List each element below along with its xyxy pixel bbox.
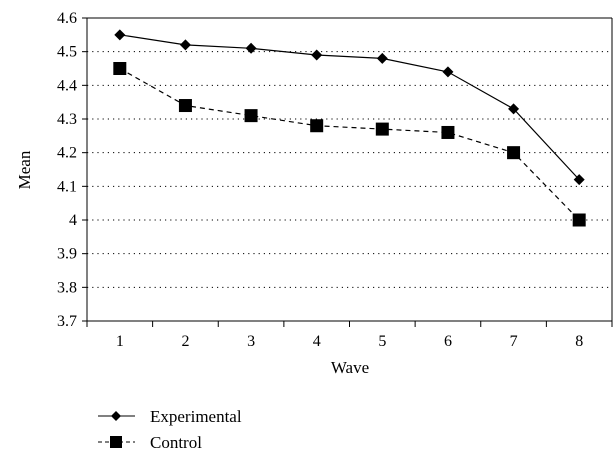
x-tick-label: 6 xyxy=(444,333,452,350)
data-point-control xyxy=(507,146,521,160)
y-ticks: 3.7 3.8 3.9 4 4.1 4.2 4.3 4.4 4.5 4.6 xyxy=(57,10,87,330)
x-tick-label: 8 xyxy=(575,333,583,350)
grid xyxy=(87,51,612,288)
series-control xyxy=(113,62,586,227)
legend-marker-square xyxy=(110,436,122,448)
data-point-control xyxy=(178,99,192,113)
axes xyxy=(86,17,613,322)
x-ticks: 1 2 3 4 5 6 7 8 xyxy=(86,321,613,350)
legend-marker-diamond xyxy=(111,411,121,421)
y-tick-label: 3.8 xyxy=(57,279,77,296)
data-point-experimental xyxy=(573,174,585,186)
y-tick-label: 3.7 xyxy=(57,313,77,330)
data-point-control xyxy=(441,125,455,139)
y-tick-label: 4.2 xyxy=(57,145,77,162)
legend: Experimental Control xyxy=(98,407,242,452)
x-tick-label: 2 xyxy=(181,333,189,350)
y-axis-title: Mean xyxy=(15,150,34,189)
x-tick-label: 5 xyxy=(378,333,386,350)
y-tick-label: 4.5 xyxy=(57,44,77,61)
data-point-experimental xyxy=(114,29,126,41)
data-point-experimental xyxy=(245,42,257,54)
data-point-control xyxy=(244,109,258,123)
y-tick-label: 4.4 xyxy=(57,77,77,94)
data-point-control xyxy=(572,213,586,227)
x-axis-title: Wave xyxy=(331,358,369,377)
series-line-experimental xyxy=(119,34,580,181)
x-tick-label: 1 xyxy=(116,333,124,350)
x-tick-label: 4 xyxy=(313,333,321,350)
data-point-control xyxy=(113,62,127,75)
y-tick-label: 4.1 xyxy=(57,178,77,195)
x-tick-label: 3 xyxy=(247,333,255,350)
data-point-control xyxy=(375,122,389,136)
legend-item-control: Control xyxy=(98,433,202,452)
data-point-experimental xyxy=(311,49,323,61)
legend-label-experimental: Experimental xyxy=(150,407,242,426)
series-line-control xyxy=(119,67,580,221)
y-tick-label: 4 xyxy=(69,212,77,229)
y-tick-label: 4.6 xyxy=(57,10,77,27)
data-point-experimental xyxy=(508,103,520,115)
y-tick-label: 3.9 xyxy=(57,246,77,263)
data-point-experimental xyxy=(179,39,191,51)
series-layer xyxy=(113,29,586,227)
legend-item-experimental: Experimental xyxy=(98,407,242,426)
data-point-control xyxy=(310,119,324,133)
data-point-experimental xyxy=(442,66,454,78)
legend-label-control: Control xyxy=(150,433,202,452)
data-point-experimental xyxy=(376,52,388,64)
series-experimental xyxy=(114,29,585,186)
x-tick-label: 7 xyxy=(510,333,518,350)
y-tick-label: 4.3 xyxy=(57,111,77,128)
